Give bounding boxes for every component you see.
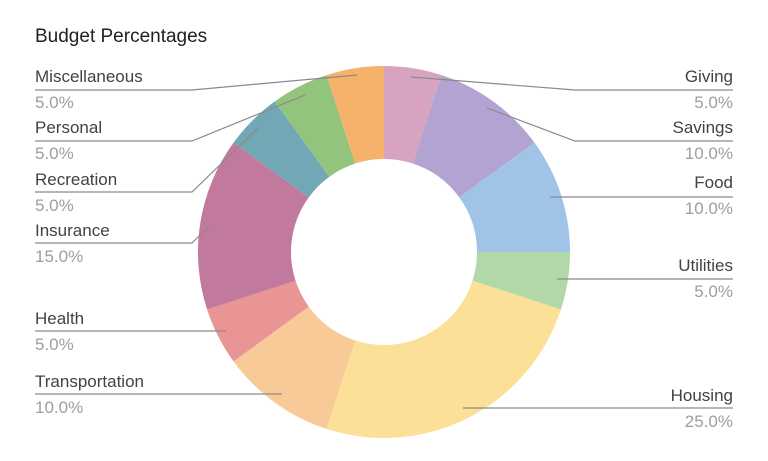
label-name: Health [35,309,85,328]
label-percent: 5.0% [35,335,74,354]
label-percent: 10.0% [684,199,733,218]
slice-recreation[interactable] [233,101,330,198]
label-name: Food [694,173,733,192]
label-percent: 5.0% [35,144,74,163]
label-percent: 5.0% [694,282,733,301]
slice-personal[interactable] [274,75,356,177]
label-name: Recreation [35,170,118,189]
label-name: Savings [672,118,733,137]
slice-health[interactable] [207,280,309,362]
slice-transportation[interactable] [233,306,356,429]
label-transportation: Transportation 10.0% [35,372,144,418]
label-percent: 5.0% [35,93,74,112]
slice-savings[interactable] [412,75,535,198]
slice-utilities[interactable] [472,252,570,310]
leader-line [35,94,306,142]
label-percent: 5.0% [35,196,74,215]
label-percent: 10.0% [684,144,733,163]
label-insurance: Insurance 15.0% [35,221,110,267]
label-giving: Giving 5.0% [685,67,733,113]
slice-insurance[interactable] [197,142,309,310]
leader-line [35,224,211,244]
slice-food[interactable] [459,142,570,252]
slice-housing[interactable] [326,280,561,438]
leader-line [410,76,733,91]
label-name: Giving [684,67,733,86]
label-health: Health 5.0% [35,309,84,355]
label-name: Miscellaneous [35,67,143,86]
label-percent: 5.0% [694,93,733,112]
label-personal: Personal 5.0% [35,118,102,164]
leader-line [486,107,733,142]
label-food: Food 10.0% [685,173,733,219]
label-name: Personal [35,118,103,137]
label-savings: Savings 10.0% [673,118,733,164]
label-percent: 10.0% [35,398,84,417]
label-percent: 25.0% [684,412,733,431]
label-utilities: Utilities 5.0% [678,256,733,302]
label-name: Utilities [678,256,733,275]
slice-miscellaneous[interactable] [326,66,384,164]
slice-giving[interactable] [384,66,442,164]
label-name: Insurance [35,221,110,240]
label-housing: Housing 25.0% [671,386,733,432]
leader-line [35,74,358,91]
label-percent: 15.0% [35,247,84,266]
leader-line [35,127,259,193]
label-recreation: Recreation 5.0% [35,170,117,216]
label-miscellaneous: Miscellaneous 5.0% [35,67,143,113]
chart-title: Budget Percentages [35,26,208,47]
label-name: Housing [670,386,733,405]
label-name: Transportation [35,372,144,391]
